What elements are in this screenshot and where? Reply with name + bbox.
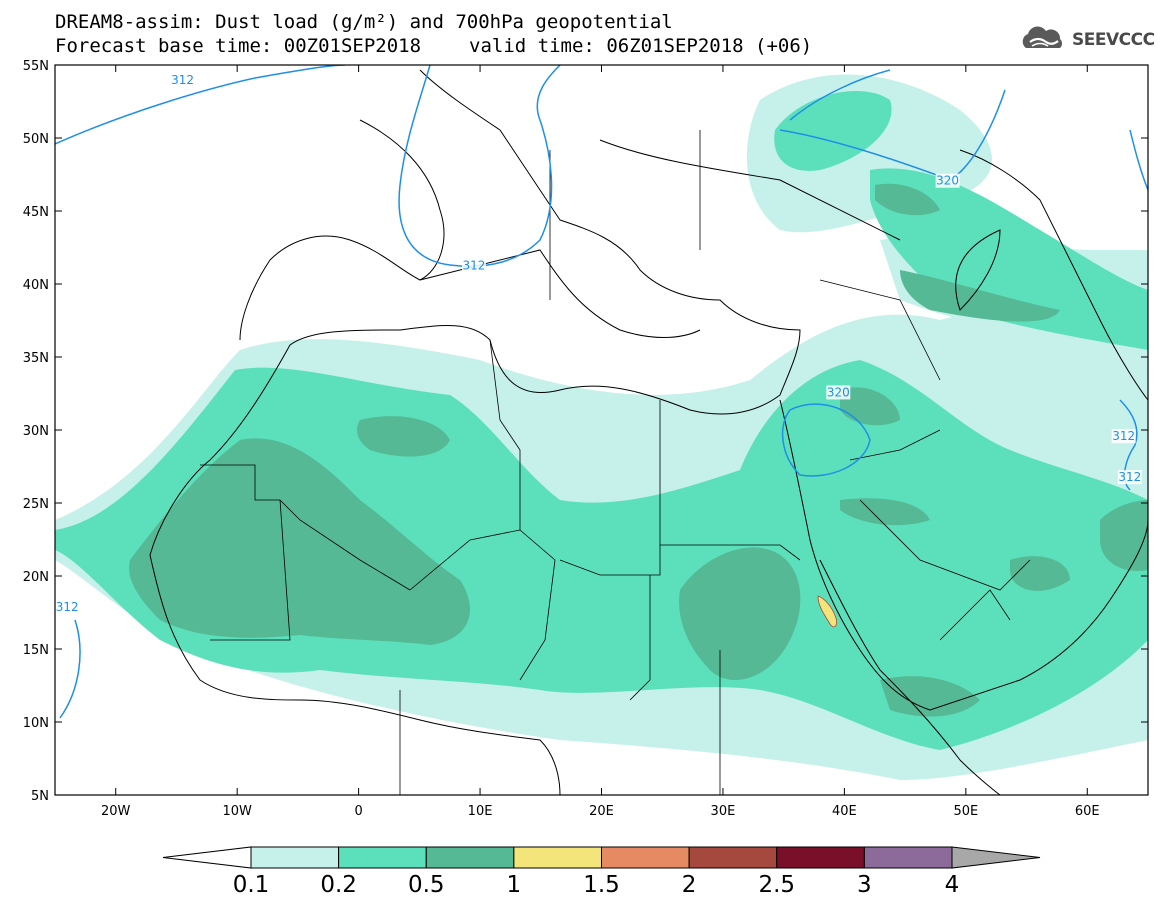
- lat-tick-label: 35N: [23, 351, 49, 366]
- dust-field-dense: [129, 183, 1148, 717]
- contour-label-bg: [935, 173, 960, 188]
- contour-label-bg: [826, 385, 851, 400]
- colorbar-box: [513, 846, 602, 869]
- contour-label-bg: [170, 72, 195, 87]
- colorbar-box: [338, 846, 427, 869]
- lon-tick-label: 40E: [832, 804, 857, 819]
- dust-field-medium: [55, 91, 1148, 750]
- lon-tick-label: 20W: [101, 804, 131, 819]
- map-plot-area: [55, 65, 1148, 795]
- colorbar-label: 0.1: [233, 872, 270, 898]
- seevccc-logo: SEEVCCC: [1018, 24, 1155, 54]
- lat-tick-label: 5N: [31, 789, 49, 804]
- country-borders: [200, 130, 1031, 795]
- colorbar-box: [601, 846, 690, 869]
- colorbar-box: [688, 846, 778, 869]
- colorbar-over-triangle: [951, 846, 1041, 869]
- contour-labels: 312 312 320 320 312 312 312: [55, 72, 1142, 615]
- lat-tick-label: 50N: [23, 132, 49, 147]
- lat-tick-label: 55N: [23, 59, 49, 74]
- cloud-icon: [1022, 26, 1063, 48]
- lat-tick-label: 25N: [23, 497, 49, 512]
- lat-tick-label: 10N: [23, 716, 49, 731]
- colorbar-label: 3: [857, 872, 872, 898]
- colorbar-label: 2: [682, 872, 697, 898]
- chart-title: DREAM8-assim: Dust load (g/m²) and 700hP…: [55, 11, 673, 33]
- lon-tick-label: 0: [354, 804, 362, 819]
- base-time: Forecast base time: 00Z01SEP2018: [55, 35, 422, 57]
- lon-tick-label: 60E: [1075, 804, 1100, 819]
- contour-label: 312: [171, 73, 194, 87]
- lat-tick-label: 30N: [23, 424, 49, 439]
- lat-tick-label: 20N: [23, 570, 49, 585]
- geopotential-contours: [55, 65, 1148, 719]
- contour-label: 312: [463, 258, 486, 272]
- colorbar-label: 0.2: [320, 872, 357, 898]
- lat-tick-label: 15N: [23, 643, 49, 658]
- contour-label: 312: [56, 600, 79, 614]
- chart-subtitle: Forecast base time: 00Z01SEP2018 valid ti…: [55, 37, 812, 56]
- lon-tick-label: 10E: [468, 804, 493, 819]
- logo-text: SEEVCCC: [1072, 30, 1155, 50]
- lon-tick-label: 10W: [222, 804, 252, 819]
- lat-tick-label: 40N: [23, 278, 49, 293]
- contour-label: 320: [827, 385, 850, 399]
- valid-time: valid time: 06Z01SEP2018 (+06): [469, 35, 813, 57]
- contour-label-bg: [461, 258, 486, 273]
- lon-tick-label: 50E: [953, 804, 978, 819]
- colorbar-label: 1: [507, 872, 522, 898]
- lon-tick-label: 20E: [589, 804, 614, 819]
- colorbar-box: [250, 846, 340, 869]
- contour-label-bg: [1117, 470, 1142, 485]
- colorbar-label: 0.5: [408, 872, 445, 898]
- contour-label: 312: [1118, 470, 1141, 484]
- contour-label: 320: [936, 174, 959, 188]
- lat-tick-label: 45N: [23, 205, 49, 220]
- contour-label-bg: [1111, 429, 1136, 444]
- coastlines: [149, 69, 1148, 795]
- contour-label: 312: [1112, 429, 1135, 443]
- colorbar-box: [863, 846, 953, 869]
- colorbar-box: [776, 846, 865, 869]
- colorbar-label: 1.5: [583, 872, 620, 898]
- axis-ticks: 20W 10W 0 10E 20E 30E 40E 50E 60E 55N 50N 45N 40N 35N…: [23, 59, 1148, 819]
- colorbar: 0.1 0.2 0.5 1 1.5 2 2.5 3 4: [162, 846, 1041, 898]
- colorbar-under-triangle: [162, 846, 252, 869]
- lon-tick-label: 30E: [711, 804, 736, 819]
- colorbar-label: 4: [945, 872, 960, 898]
- dust-field-peak: [817, 595, 837, 628]
- contour-label-bg: [55, 600, 80, 615]
- colorbar-box: [425, 846, 515, 869]
- colorbar-label: 2.5: [758, 872, 795, 898]
